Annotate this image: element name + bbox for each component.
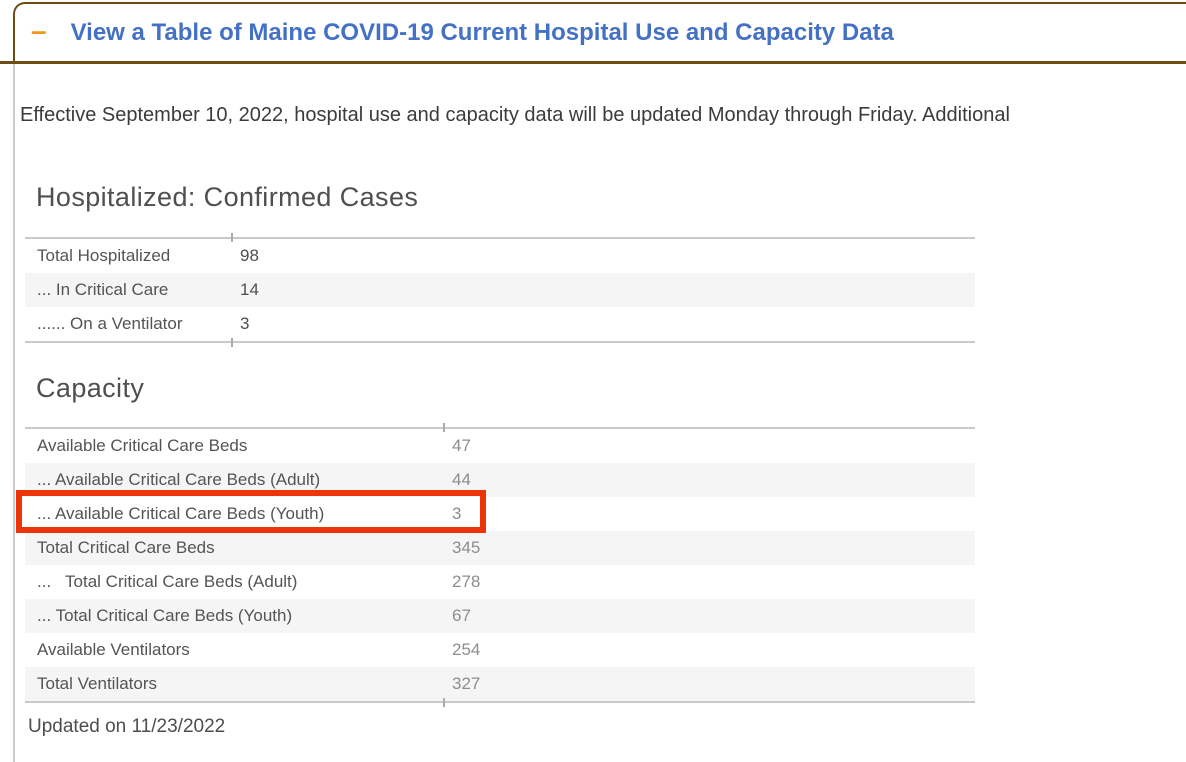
capacity-table: Available Critical Care Beds 47 ... Avai… xyxy=(25,423,975,707)
table-row-total-critical-care-beds-youth[interactable]: ... Total Critical Care Beds (Youth) 67 xyxy=(25,599,975,633)
row-value: 3 xyxy=(452,504,462,523)
row-label: ... Available Critical Care Beds (Adult) xyxy=(37,470,321,489)
section-title-capacity: Capacity xyxy=(36,373,145,403)
row-label: Total Ventilators xyxy=(37,674,158,693)
row-label: ... Total Critical Care Beds (Adult) xyxy=(37,572,298,591)
table-row-in-critical-care[interactable]: ... In Critical Care 14 xyxy=(25,273,975,307)
row-value: 3 xyxy=(240,314,250,333)
row-value: 327 xyxy=(452,674,481,693)
column-divider-tick xyxy=(231,338,233,347)
table-row-total-hospitalized[interactable]: Total Hospitalized 98 xyxy=(25,239,975,273)
column-divider-tick xyxy=(231,233,233,242)
updated-timestamp: Updated on 11/23/2022 xyxy=(28,716,226,737)
row-label: Total Critical Care Beds xyxy=(37,538,215,557)
accordion-title-link[interactable]: View a Table of Maine COVID-19 Current H… xyxy=(70,18,894,46)
column-divider-tick xyxy=(443,698,445,707)
row-value: 14 xyxy=(240,280,259,299)
accordion-header[interactable]: – View a Table of Maine COVID-19 Current… xyxy=(13,2,1186,61)
row-label: ... In Critical Care xyxy=(37,280,169,299)
row-label: Total Hospitalized xyxy=(37,246,171,265)
row-value: 278 xyxy=(452,572,481,591)
row-label: Available Critical Care Beds xyxy=(37,436,248,455)
column-divider-tick xyxy=(443,423,445,432)
row-value: 44 xyxy=(452,470,471,489)
row-value: 254 xyxy=(452,640,481,659)
hospitalized-table: Total Hospitalized 98 ... In Critical Ca… xyxy=(25,233,975,347)
collapse-minus-icon[interactable]: – xyxy=(31,14,47,46)
table-row-available-critical-care-beds-adult[interactable]: ... Available Critical Care Beds (Adult)… xyxy=(25,463,975,497)
content-left-border xyxy=(13,64,15,762)
accordion-bottom-border xyxy=(0,61,1186,64)
table-row-total-critical-care-beds[interactable]: Total Critical Care Beds 345 xyxy=(25,531,975,565)
row-value: 98 xyxy=(240,246,259,265)
table-row-available-critical-care-beds-youth[interactable]: ... Available Critical Care Beds (Youth)… xyxy=(25,497,975,531)
row-label: ... Available Critical Care Beds (Youth) xyxy=(37,504,325,523)
row-label: ... Total Critical Care Beds (Youth) xyxy=(37,606,293,625)
row-value: 67 xyxy=(452,606,471,625)
section-title-hospitalized: Hospitalized: Confirmed Cases xyxy=(36,182,419,212)
row-label: Available Ventilators xyxy=(37,640,190,659)
row-value: 47 xyxy=(452,436,471,455)
row-value: 345 xyxy=(452,538,481,557)
table-row-total-critical-care-beds-adult[interactable]: ... Total Critical Care Beds (Adult) 278 xyxy=(25,565,975,599)
table-row-available-critical-care-beds[interactable]: Available Critical Care Beds 47 xyxy=(25,429,975,463)
row-label: ...... On a Ventilator xyxy=(37,314,183,333)
update-notice-text: Effective September 10, 2022, hospital u… xyxy=(20,104,1010,126)
table-row-on-a-ventilator[interactable]: ...... On a Ventilator 3 xyxy=(25,307,975,341)
table-row-available-ventilators[interactable]: Available Ventilators 254 xyxy=(25,633,975,667)
table-row-total-ventilators[interactable]: Total Ventilators 327 xyxy=(25,667,975,701)
